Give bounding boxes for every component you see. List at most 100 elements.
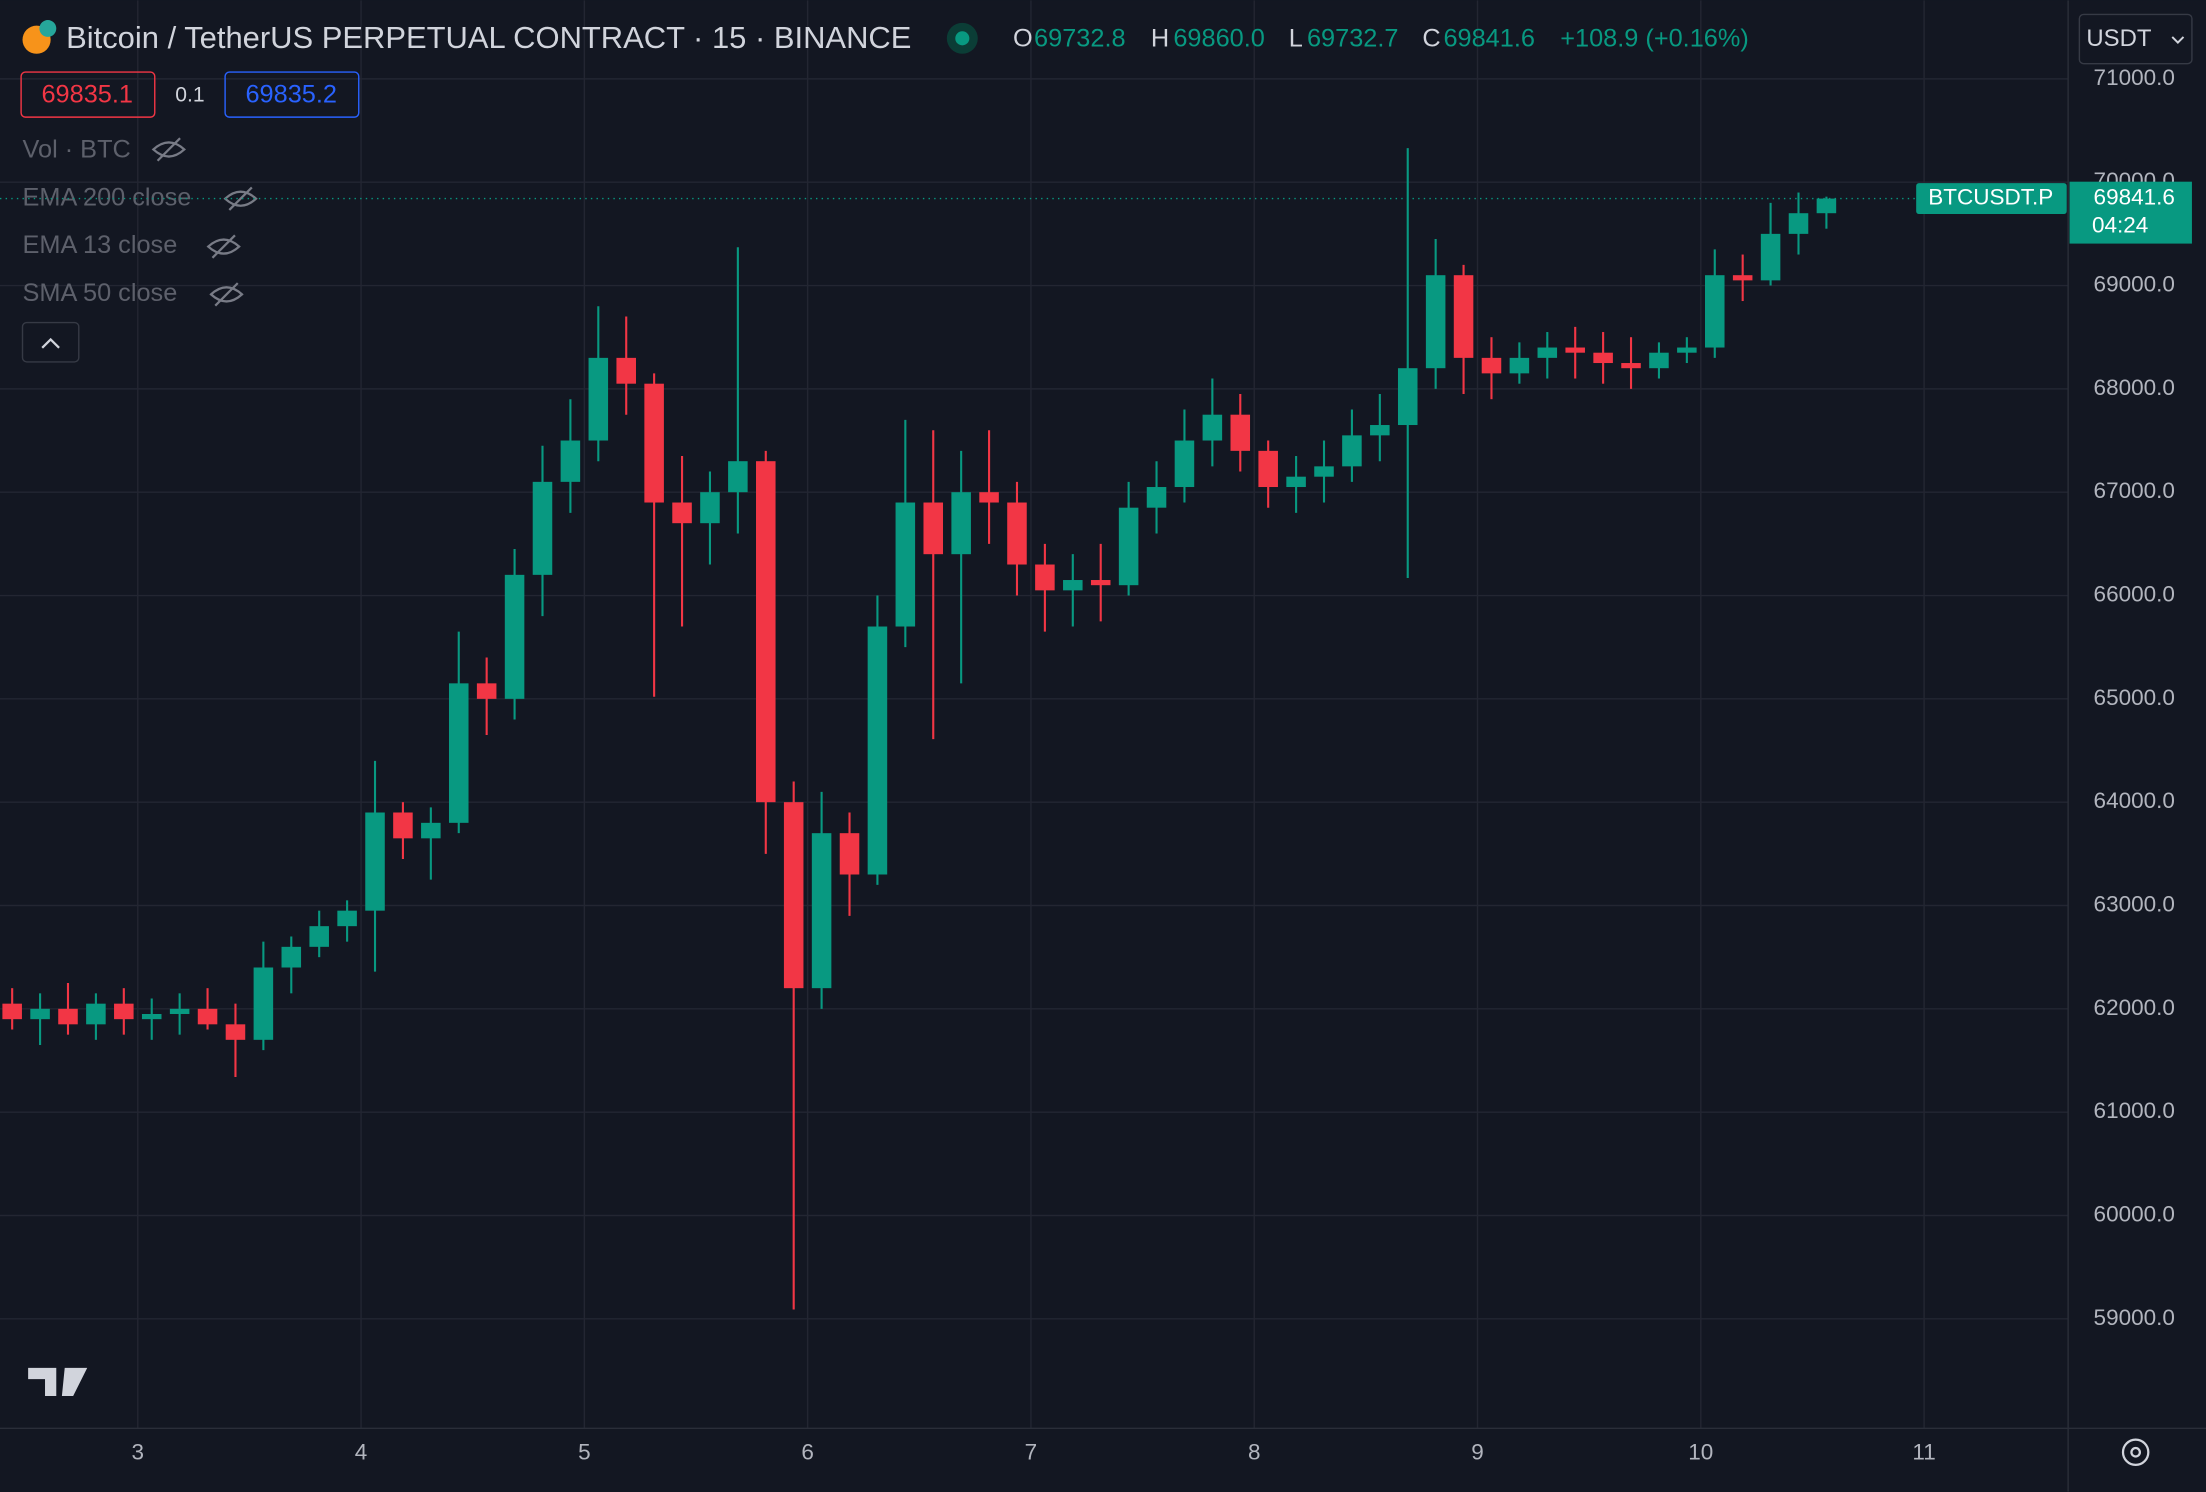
candle-body xyxy=(1565,347,1585,353)
ohlc-value: 69732.8 xyxy=(1034,24,1126,52)
candle-body xyxy=(58,1008,78,1025)
candle-body xyxy=(560,440,581,482)
candle-body xyxy=(2,1003,22,1020)
x-tick-label: 7 xyxy=(1025,1440,1038,1465)
indicator-label[interactable]: EMA 13 close xyxy=(23,231,178,259)
candle-body xyxy=(644,383,664,503)
y-tick-label: 69000.0 xyxy=(2094,271,2175,296)
candle-body xyxy=(839,833,860,875)
candle-body xyxy=(1537,347,1558,358)
candle-body xyxy=(756,461,776,803)
x-tick-label: 8 xyxy=(1248,1440,1261,1465)
collapse-button[interactable] xyxy=(21,321,80,363)
candle-body xyxy=(1593,352,1613,364)
hidden-icons xyxy=(151,137,258,307)
y-tick-label: 64000.0 xyxy=(2094,788,2175,813)
symbol-title: Bitcoin / TetherUS PERPETUAL CONTRACT · … xyxy=(66,20,911,55)
candle-body xyxy=(1649,352,1669,369)
candle-body xyxy=(1677,347,1697,353)
candle-body xyxy=(1090,580,1111,586)
candle-body xyxy=(86,1003,106,1025)
candle-body xyxy=(1286,476,1306,488)
candle-body xyxy=(281,946,302,968)
ohlc-label: H xyxy=(1151,24,1169,52)
x-tick-label: 4 xyxy=(355,1440,368,1465)
candle-body xyxy=(867,626,888,875)
tv-logo xyxy=(28,1367,88,1396)
candles xyxy=(2,148,1837,1310)
candle-body xyxy=(448,683,469,823)
candle-body xyxy=(309,926,329,947)
candle-body xyxy=(337,910,357,927)
price-change: +108.9 (+0.16%) xyxy=(1560,24,1749,52)
y-tick-label: 67000.0 xyxy=(2094,478,2175,503)
candle-body xyxy=(1342,435,1362,467)
candle-body xyxy=(1174,440,1195,488)
buy-price: 69835.2 xyxy=(245,81,337,109)
candle-body xyxy=(30,1008,50,1020)
candle-body xyxy=(1258,450,1278,488)
indicator-label[interactable]: EMA 200 close xyxy=(23,183,192,211)
x-tick-label: 3 xyxy=(132,1440,145,1465)
ohlc-value: 69860.0 xyxy=(1173,24,1265,52)
y-tick-label: 71000.0 xyxy=(2094,65,2175,90)
candle-body xyxy=(1621,363,1641,369)
currency-dropdown[interactable] xyxy=(2078,13,2193,65)
candle-body xyxy=(1370,425,1390,436)
candle-body xyxy=(1230,414,1251,451)
candle-body xyxy=(1035,564,1055,591)
candle-body xyxy=(365,812,385,911)
candle-body xyxy=(1704,275,1725,348)
settings-icon-core xyxy=(2130,1446,2142,1458)
buy-button[interactable] xyxy=(224,71,360,118)
candle-body xyxy=(421,822,441,839)
ohlc-label: O xyxy=(1013,24,1033,52)
candle-body xyxy=(1007,502,1027,565)
ohlc-value: 69841.6 xyxy=(1443,24,1535,52)
candle-body xyxy=(1732,275,1753,281)
candle-body xyxy=(1397,368,1418,426)
candle-body xyxy=(393,812,413,839)
ohlc-label: C xyxy=(1422,24,1440,52)
ohlc-label: L xyxy=(1289,24,1303,52)
candle-body xyxy=(1425,275,1446,369)
candle-body xyxy=(951,492,971,555)
candle-body xyxy=(1146,487,1167,508)
eye-off-icon[interactable] xyxy=(209,282,244,307)
eye-off-icon[interactable] xyxy=(223,186,258,211)
candle-body xyxy=(1481,357,1502,374)
sell-button[interactable] xyxy=(20,71,156,118)
ohlc-value: 69732.7 xyxy=(1307,24,1399,52)
candle-body xyxy=(1760,233,1781,281)
candle-body xyxy=(1788,213,1809,234)
candle-body xyxy=(476,683,497,699)
chevron-icon xyxy=(41,337,60,349)
candle-body xyxy=(169,1008,190,1014)
candle-body xyxy=(783,802,804,989)
settings-icon[interactable] xyxy=(2121,1438,2150,1467)
grid xyxy=(0,0,2069,1429)
price-tag xyxy=(2069,181,2192,244)
coin-logo-badge xyxy=(39,20,57,37)
eye-off-icon[interactable] xyxy=(151,137,186,162)
candle-body xyxy=(114,1003,134,1020)
eye-off-icon[interactable] xyxy=(206,234,241,259)
candle-body xyxy=(504,574,525,699)
candle-body xyxy=(588,357,609,441)
candle-body xyxy=(1202,414,1223,441)
symbol-tag-label: BTCUSDT.P xyxy=(1928,185,2053,210)
y-tick-label: 59000.0 xyxy=(2094,1305,2175,1330)
price-tag-countdown: 04:24 xyxy=(2092,213,2148,238)
candle-body xyxy=(1509,357,1530,374)
indicator-label[interactable]: SMA 50 close xyxy=(23,279,178,307)
candle-body xyxy=(253,967,274,1040)
candle-body xyxy=(728,461,748,493)
candle-body xyxy=(225,1024,246,1040)
y-tick-label: 66000.0 xyxy=(2094,581,2175,606)
indicator-label[interactable]: Vol · BTC xyxy=(23,136,131,164)
candle-body xyxy=(1453,275,1474,358)
spread: 0.1 xyxy=(175,84,204,107)
